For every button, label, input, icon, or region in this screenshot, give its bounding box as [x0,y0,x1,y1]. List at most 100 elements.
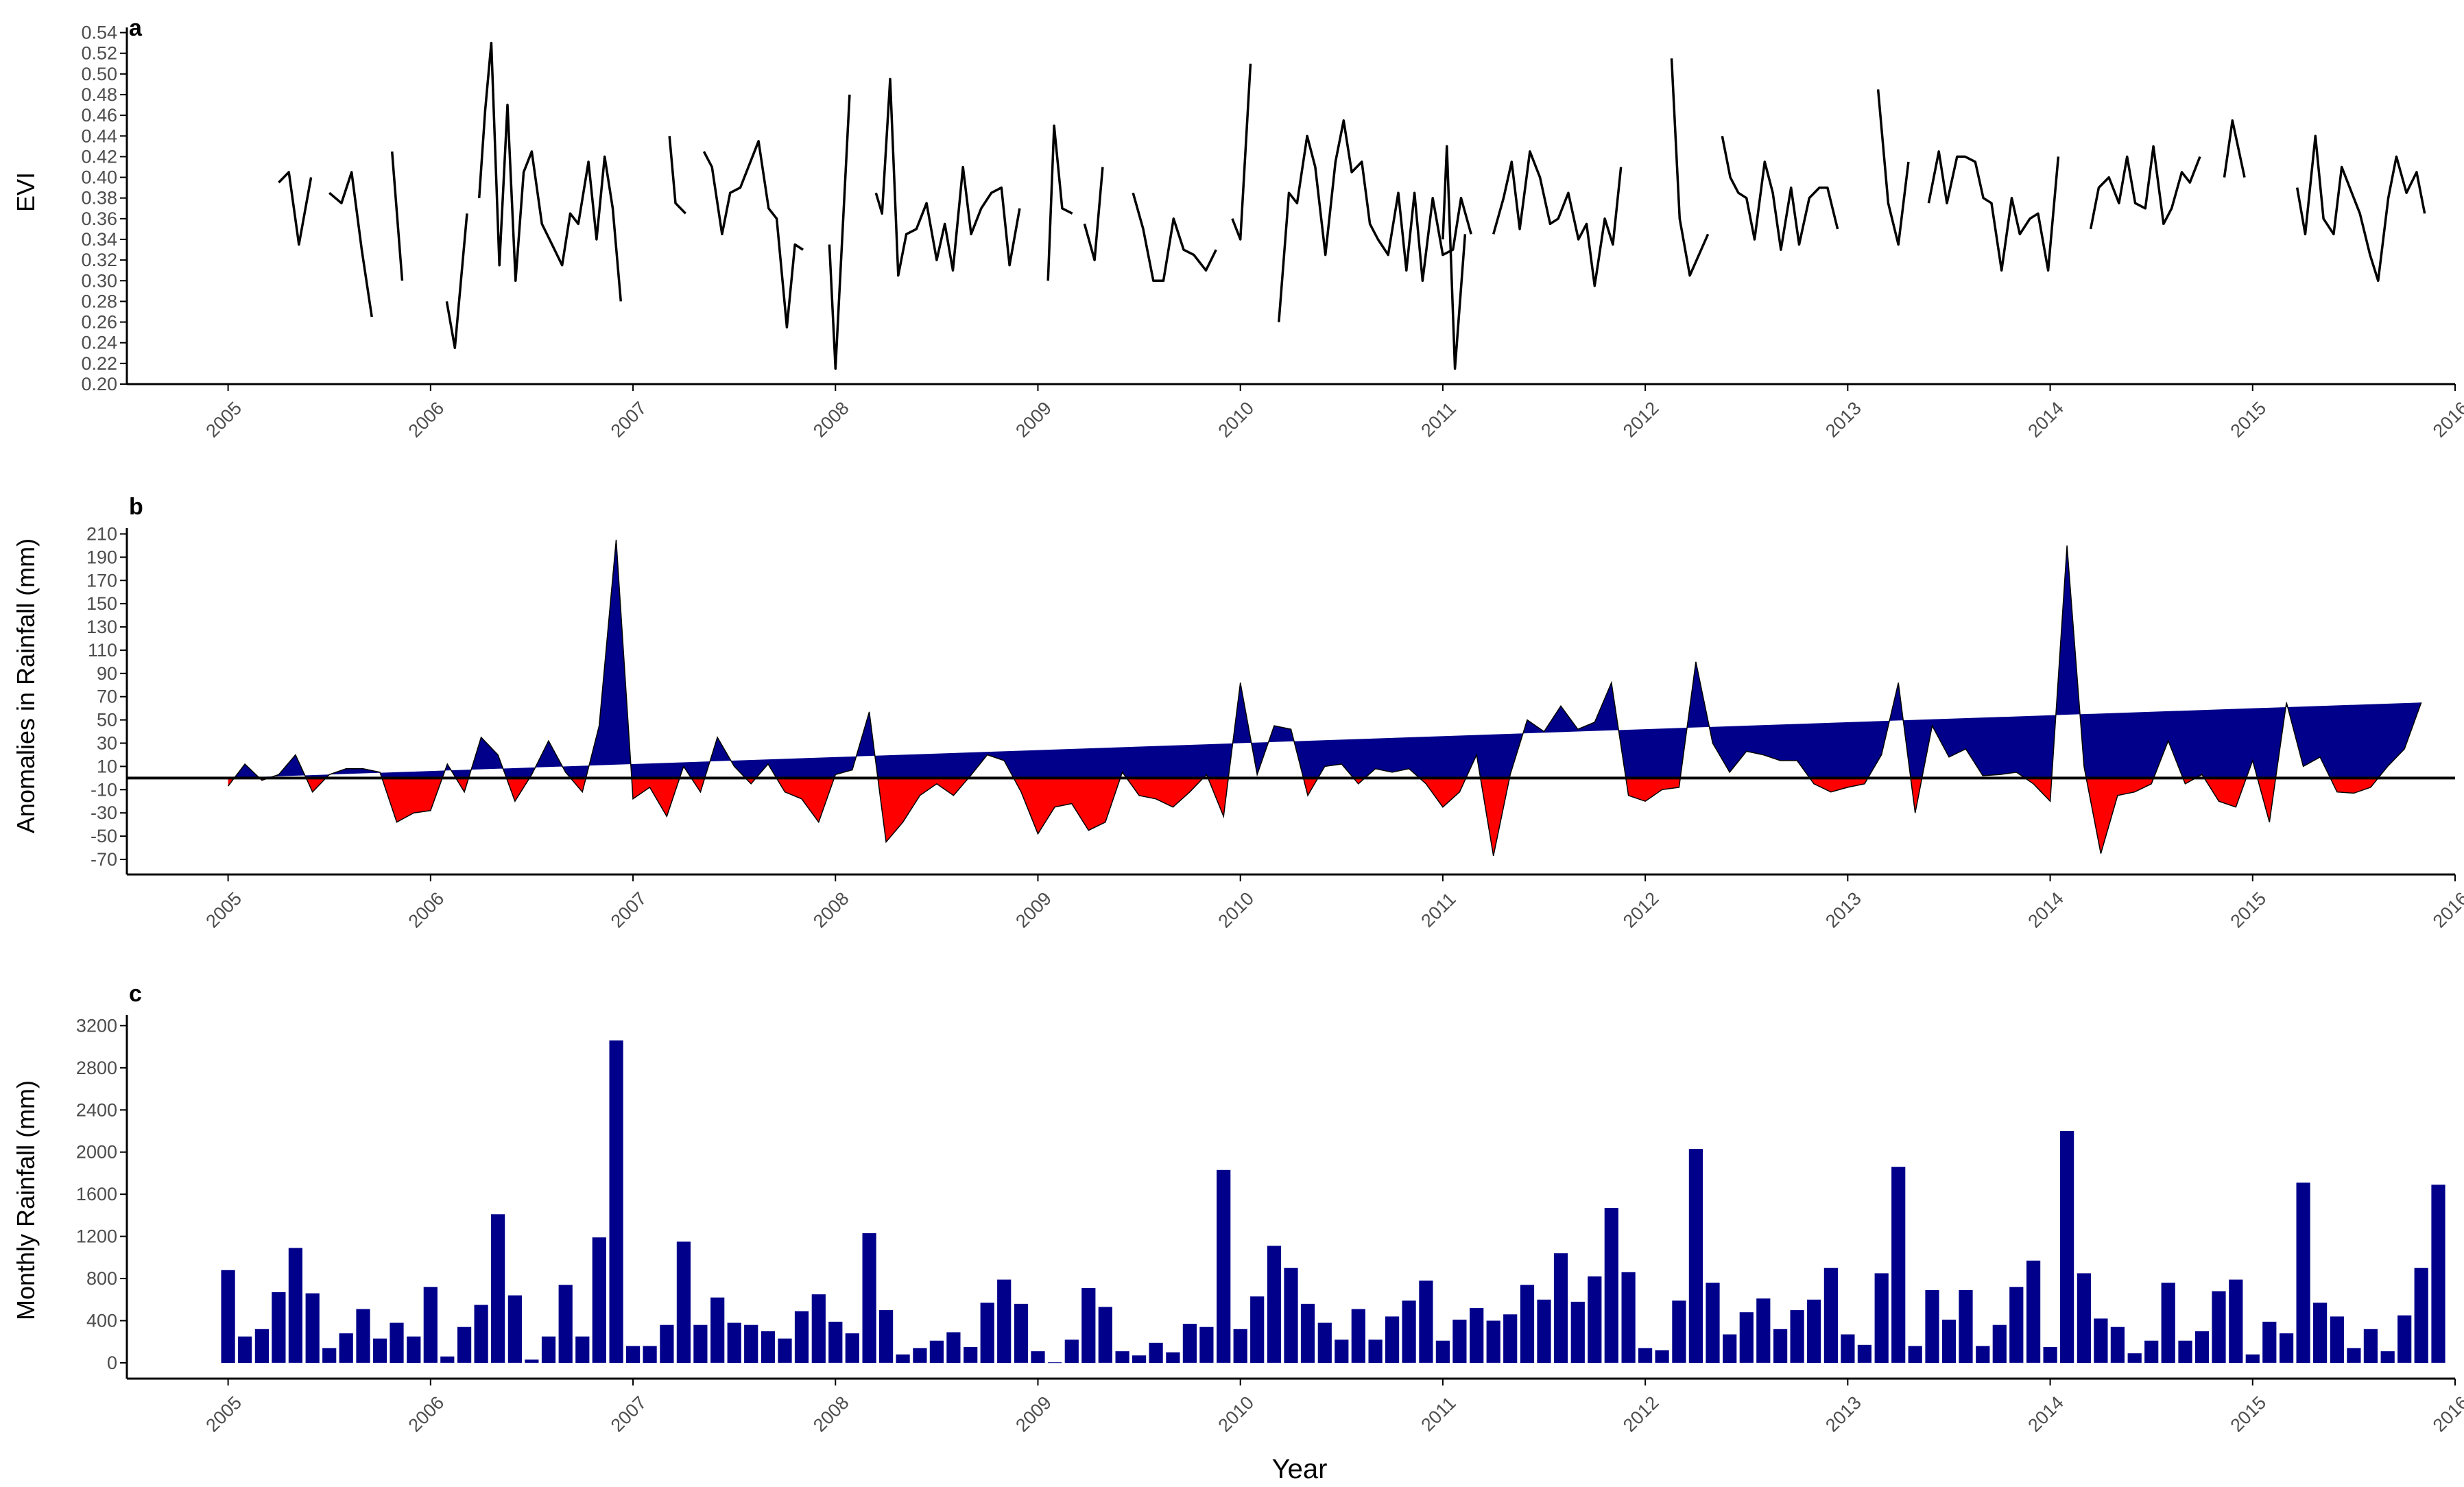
x-tick-label: 2008 [809,1392,853,1436]
rainfall-bar [2194,1331,2210,1363]
x-tick-label: 2012 [1619,888,1663,932]
y-tick-label: -50 [91,826,117,846]
rainfall-bar [2110,1327,2125,1363]
rainfall-bar [1486,1320,1500,1363]
rainfall-bar [1233,1329,1247,1363]
evi-line-segment [2089,145,2201,230]
y-tick-label: 2400 [76,1099,117,1120]
rainfall-bar [2296,1182,2310,1363]
rainfall-bar [1047,1362,1062,1364]
rainfall-bar [238,1336,252,1363]
rainfall-bar [1064,1340,1079,1363]
anomaly-outline [228,539,2422,857]
rainfall-bar [372,1338,387,1363]
x-tick-label: 2010 [1214,888,1258,932]
rainfall-bar [1470,1308,1484,1363]
rainfall-bar [1857,1344,1871,1363]
rainfall-bar [1317,1322,1332,1363]
x-tick-label: 2009 [1012,1392,1055,1436]
y-tick-label: 0.26 [81,312,117,333]
rainfall-bar [2397,1315,2412,1363]
rainfall-bar [2212,1291,2226,1363]
rainfall-bar [1250,1296,1265,1363]
evi-line-segment [1492,150,1623,287]
x-tick-label: 2006 [405,888,448,932]
y-tick-label: 0.50 [81,64,117,84]
y-tick-label: 0.42 [81,146,117,167]
rainfall-bar [254,1329,269,1363]
evi-line-segment [278,171,313,246]
evi-line-segment [1721,135,1839,251]
y-tick-label: -30 [91,802,117,823]
panel-a-series [278,41,2426,370]
rainfall-bar [1756,1298,1771,1363]
rainfall-bar [288,1248,302,1363]
x-tick-label: 2015 [2227,1392,2271,1436]
rainfall-bar [1267,1246,1282,1363]
rainfall-bar [2380,1351,2395,1363]
x-tick-label: 2013 [1821,398,1865,442]
panel-a-evi: a EVI 0.200.220.240.260.280.300.320.340.… [12,15,2464,441]
rainfall-bar [1941,1320,1957,1363]
rainfall-bar [946,1332,961,1363]
rainfall-bar [305,1293,320,1363]
y-tick-label: 400 [86,1311,117,1331]
y-tick-label: 1200 [76,1226,117,1247]
rainfall-bar [339,1333,353,1363]
y-tick-label: 110 [88,640,117,661]
rainfall-bar [1419,1281,1433,1363]
rainfall-bar [845,1333,859,1363]
evi-line-segment [702,140,804,329]
rainfall-bar [474,1305,488,1363]
rainfall-bar [1149,1342,1163,1363]
rainfall-bar [1874,1273,1889,1363]
evi-line-segment [1231,63,1252,241]
rainfall-bar [1520,1285,1535,1363]
rainfall-bar [710,1297,725,1363]
rainfall-bar [1132,1355,1147,1363]
rainfall-bar [2363,1329,2378,1363]
x-tick-label: 2012 [1619,1392,1663,1436]
evi-line-segment [874,78,1021,277]
rainfall-bar [1335,1340,1349,1363]
rainfall-bar [1300,1303,1315,1363]
rainfall-bar [2330,1316,2344,1363]
rainfall-bar [1031,1351,1045,1363]
y-tick-label: 150 [86,593,117,614]
x-tick-label: 2013 [1821,888,1865,932]
rainfall-bar [2144,1340,2159,1363]
rainfall-bar [1908,1346,1922,1363]
rainfall-bar [1688,1149,1703,1363]
y-tick-label: 90 [97,663,117,684]
y-tick-label: 0.28 [81,291,117,311]
rainfall-bar [778,1338,792,1363]
panel-b-ylabel: Anomalies in Rainfall (mm) [12,538,40,833]
y-tick-label: -10 [91,779,117,800]
x-tick-label: 2015 [2227,888,2271,932]
negative-anomaly-area [228,778,2421,856]
rainfall-bar [828,1322,843,1363]
y-tick-label: -70 [91,849,117,870]
y-tick-label: 1600 [76,1184,117,1204]
rainfall-bar [507,1295,522,1363]
rainfall-bar [811,1294,826,1363]
evi-line-segment [390,151,404,281]
x-tick-label: 2007 [607,398,651,442]
x-tick-label: 2008 [809,888,853,932]
rainfall-bar [1655,1350,1669,1363]
evi-line-segment [668,136,687,215]
rainfall-bar [1807,1299,1821,1363]
y-tick-label: 0.38 [81,188,117,209]
y-tick-label: 0.30 [81,270,117,291]
rainfall-bar [1402,1300,1416,1363]
evi-line-segment [1046,124,1073,281]
evi-line-segment [328,171,373,318]
rainfall-bar [2414,1268,2428,1363]
y-tick-label: 210 [86,523,117,544]
rainfall-bar [592,1237,606,1363]
rainfall-bar [929,1340,944,1363]
rainfall-bar [1823,1268,1838,1363]
y-tick-label: 0.52 [81,43,117,64]
rainfall-bar [1638,1348,1653,1363]
positive-anomaly-area [228,539,2421,778]
